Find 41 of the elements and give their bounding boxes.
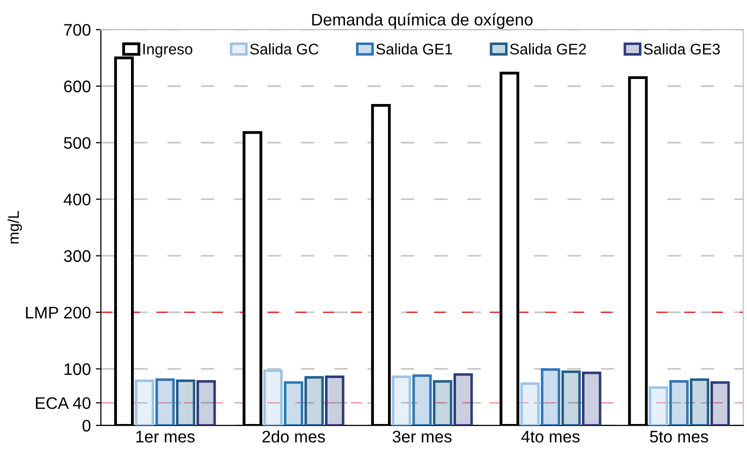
y-tick-label: 700 xyxy=(64,24,90,36)
x-tick-label: 5to mes xyxy=(650,430,708,443)
y-tick-label: 600 xyxy=(64,80,90,92)
legend-label: Ingreso xyxy=(143,44,192,58)
bar xyxy=(392,376,412,426)
bar xyxy=(134,380,154,426)
bar xyxy=(284,381,304,426)
legend-label: Salida GE3 xyxy=(644,43,720,55)
bar xyxy=(520,382,540,426)
bar xyxy=(412,374,432,426)
bar xyxy=(669,380,689,426)
chart-title: Demanda química de oxígeno xyxy=(312,13,533,29)
bar xyxy=(432,380,452,426)
legend-label: Salida GE1 xyxy=(376,43,452,55)
x-tick-label: 4to mes xyxy=(521,430,580,443)
y-tick-label: 300 xyxy=(64,250,90,262)
bar xyxy=(582,372,602,426)
bar xyxy=(325,376,344,426)
bar xyxy=(453,373,473,426)
bar xyxy=(176,380,196,426)
x-tick-label: 3er mes xyxy=(392,430,452,443)
bar xyxy=(263,369,283,426)
y-tick-label: ECA 40 xyxy=(36,397,90,410)
y-tick-label: 400 xyxy=(64,194,90,206)
x-tick-label: 1er mes xyxy=(136,430,195,443)
y-axis-title: mg/L xyxy=(8,211,22,244)
bar xyxy=(648,386,668,426)
x-tick-label: 2do mes xyxy=(262,430,325,443)
bar xyxy=(155,378,175,426)
y-tick-label: 0 xyxy=(82,420,90,432)
bar xyxy=(304,376,324,426)
y-tick-label: 100 xyxy=(64,363,90,376)
bar xyxy=(196,380,216,426)
legend-label: Salida GC xyxy=(250,43,318,55)
bar xyxy=(710,381,730,426)
legend-label: Salida GE2 xyxy=(510,43,586,55)
bar xyxy=(690,378,710,426)
y-tick-label: LMP 200 xyxy=(26,306,90,319)
bar xyxy=(561,370,581,426)
y-tick-label: 500 xyxy=(64,137,90,149)
bar xyxy=(540,368,560,426)
